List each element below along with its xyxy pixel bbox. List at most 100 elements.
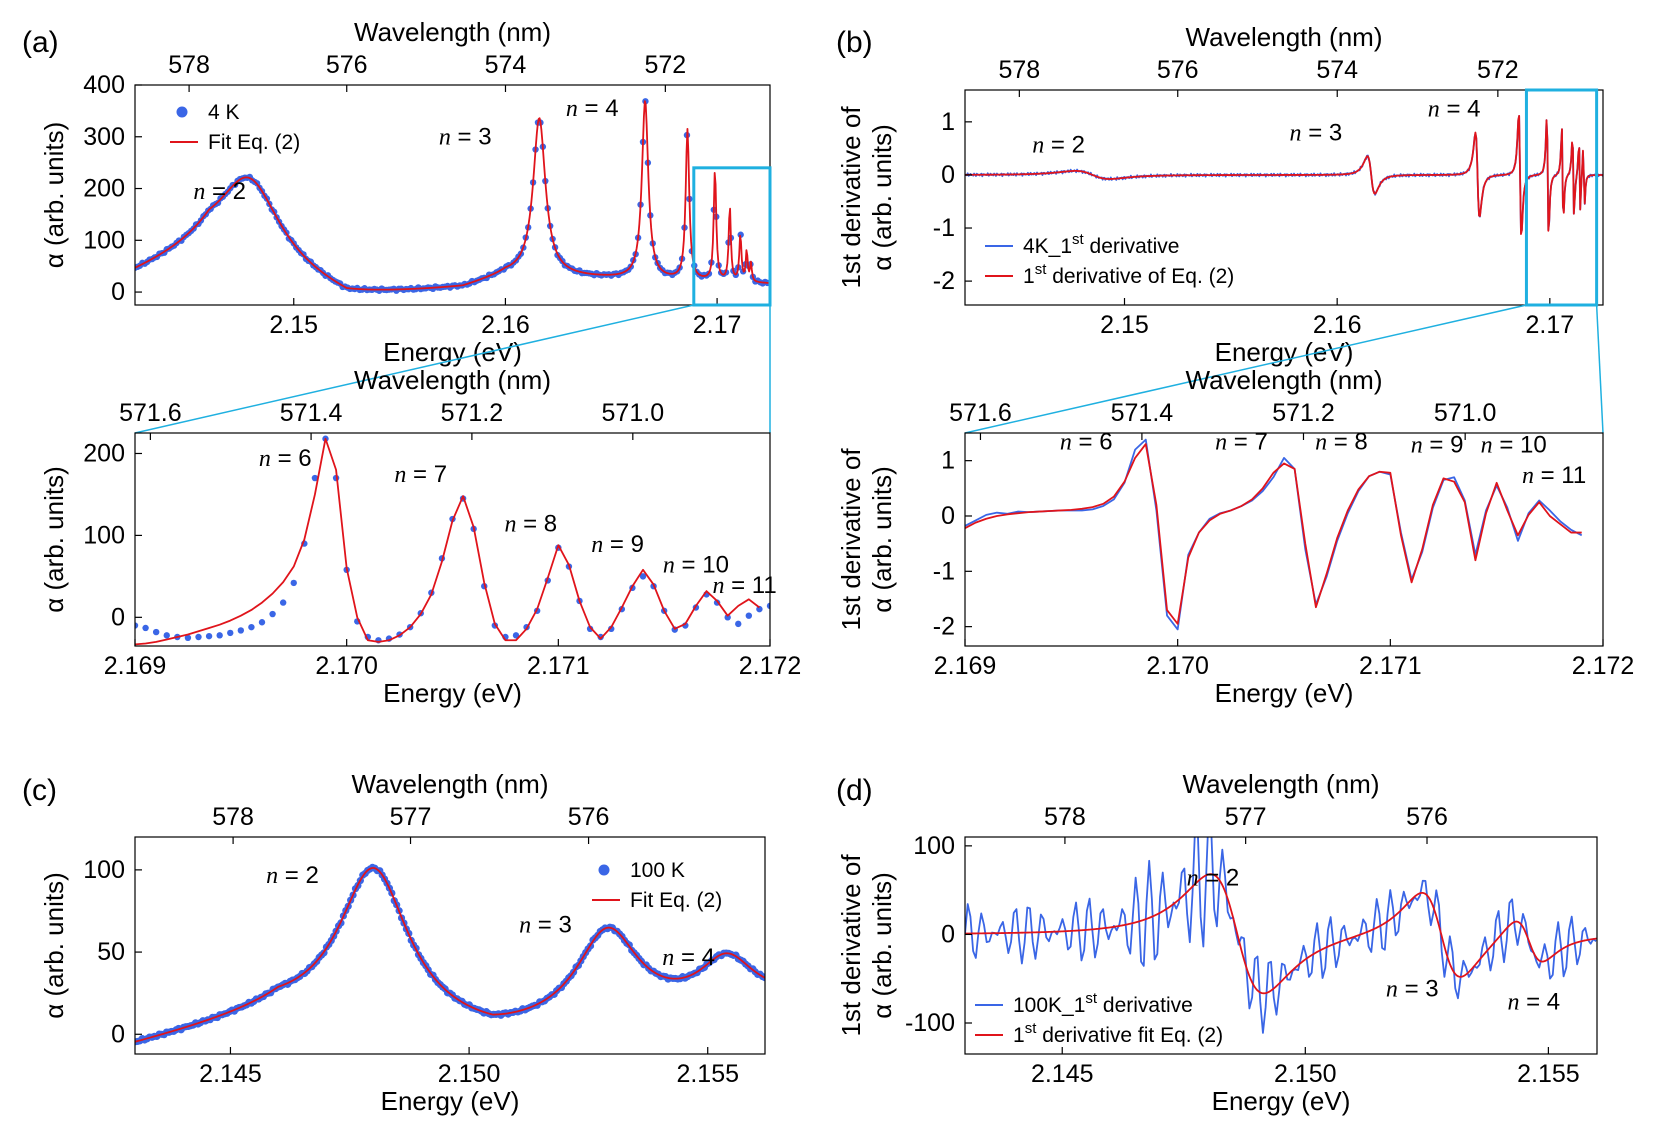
- series-b_bottom-line-1: [965, 443, 1582, 625]
- peak-annotation: n = 10: [1481, 431, 1547, 458]
- y-tick-label: 100: [83, 226, 125, 254]
- x-tick-label: 2.171: [527, 652, 590, 680]
- peak-annotation: n = 3: [439, 124, 492, 151]
- legend-marker-points: [176, 106, 188, 118]
- data-point: [152, 628, 160, 636]
- annotation-value: = 7: [1227, 429, 1268, 456]
- panel-letter-c: (c): [22, 774, 57, 807]
- x-tick-label: 2.145: [199, 1060, 262, 1088]
- data-point: [195, 633, 202, 641]
- y-tick-label: -1: [933, 214, 955, 242]
- top-tick-label: 571.2: [441, 399, 504, 427]
- legend-label-base: 100K_1: [1013, 994, 1085, 1017]
- y-tick-label: -2: [933, 267, 955, 295]
- annotation-n: n: [1507, 990, 1519, 1016]
- chart-d: 2.145 2.150 2.155 -100 0 100 578 577 576 Energy (…: [836, 769, 1598, 1116]
- legend-label-sup: st: [1085, 990, 1098, 1007]
- y-tick-label: 0: [111, 603, 125, 631]
- annotation-n: n: [1411, 432, 1423, 458]
- top-tick-label: 578: [212, 803, 254, 831]
- annotation-n: n: [266, 863, 278, 889]
- x-tick-label: 2.150: [438, 1060, 501, 1088]
- chart-a_top: 2.15 2.16 2.17 0 100 200 300 400 578 576 574 572 Ene…: [39, 17, 772, 434]
- x-tick-label: 2.17: [693, 311, 742, 339]
- annotation-value: = 6: [1072, 429, 1113, 456]
- peak-annotation: n = 7: [394, 461, 447, 488]
- annotation-n: n: [566, 96, 578, 122]
- plot-frame: [964, 89, 1604, 306]
- y-tick-label: 400: [83, 71, 125, 99]
- data-point: [745, 612, 753, 619]
- top-tick-label: 576: [326, 51, 368, 79]
- annotation-value: = 9: [603, 531, 644, 558]
- y-tick-label: 100: [83, 856, 125, 884]
- x-tick-label: 2.16: [481, 311, 530, 339]
- zoom-box: [692, 166, 772, 307]
- y-tick-label: -100: [905, 1009, 955, 1037]
- y-tick-label: -2: [933, 613, 955, 641]
- annotation-n: n: [519, 912, 531, 938]
- legend-label: Fit Eq. (2): [208, 131, 300, 154]
- annotation-value: = 4: [1440, 96, 1481, 123]
- x-tick-label: 2.172: [1572, 652, 1635, 680]
- legend-label: 100K_1st derivative: [1013, 990, 1193, 1017]
- top-tick-label: 571.0: [1434, 399, 1497, 427]
- top-axis-label: Wavelength (nm): [1183, 769, 1380, 799]
- y-tick-label: -1: [933, 557, 955, 585]
- annotation-n: n: [662, 945, 674, 971]
- y-axis-label: α (arb. units): [39, 122, 69, 269]
- y-tick-label: 0: [941, 161, 955, 189]
- annotation-n: n: [1187, 866, 1199, 892]
- annotation-value: = 6: [271, 445, 312, 472]
- legend-label: Fit Eq. (2): [630, 889, 722, 912]
- chart-c: 2.145 2.150 2.155 0 50 100 578 577 576 Energy (eV…: [39, 769, 766, 1116]
- top-tick-label: 577: [390, 803, 432, 831]
- peak-annotation: n = 11: [1522, 462, 1586, 489]
- legend-label-tail: derivative fit Eq. (2): [1036, 1024, 1223, 1047]
- data-point: [311, 474, 319, 482]
- annotation-n: n: [504, 511, 516, 537]
- y-tick-label: 200: [83, 175, 125, 203]
- x-tick-label: 2.172: [739, 652, 802, 680]
- y-tick-label: 0: [111, 1020, 125, 1048]
- x-tick-label: 2.171: [1359, 652, 1422, 680]
- x-tick-label: 2.16: [1313, 311, 1362, 339]
- legend-label-base: 4K_1: [1023, 235, 1072, 258]
- x-tick-label: 2.155: [1517, 1060, 1580, 1088]
- data-point: [639, 573, 647, 580]
- annotation-value: = 2: [1199, 865, 1240, 892]
- series-c-points: [135, 863, 765, 1046]
- data-point: [237, 627, 245, 634]
- legend-label-tail: derivative of Eq. (2): [1046, 265, 1234, 288]
- plot-area-a_top: [135, 98, 770, 294]
- data-point: [227, 629, 234, 637]
- annotation-n: n: [1522, 463, 1534, 489]
- y-tick-label: 1: [941, 447, 955, 475]
- y-tick-label: 0: [941, 920, 955, 948]
- top-tick-label: 576: [1406, 803, 1448, 831]
- annotation-n: n: [1481, 432, 1493, 458]
- peak-annotation: n = 6: [259, 445, 312, 472]
- zoom-connector-left: [134, 304, 694, 434]
- top-tick-label: 572: [1477, 56, 1519, 84]
- series-a_top-line-1: [135, 100, 770, 291]
- top-tick-label: 577: [1225, 803, 1267, 831]
- annotation-value: = 3: [1302, 119, 1343, 146]
- y-axis-label: 1st derivative of: [836, 448, 866, 631]
- top-tick-label: 571.6: [949, 399, 1012, 427]
- annotation-n: n: [394, 462, 406, 488]
- annotation-n: n: [663, 552, 675, 578]
- top-axis-label: Wavelength (nm): [1186, 365, 1383, 395]
- x-tick-label: 2.145: [1031, 1060, 1094, 1088]
- y-tick-label: 1: [941, 108, 955, 136]
- annotation-n: n: [1215, 430, 1227, 456]
- x-tick-label: 2.15: [269, 311, 318, 339]
- plot-area-a_bottom: [135, 435, 770, 646]
- series-a_bottom-line-1: [135, 437, 760, 646]
- peak-annotation: n = 11: [712, 572, 776, 599]
- top-tick-label: 574: [1316, 56, 1358, 84]
- chart-b_bottom: 2.169 2.170 2.171 2.172 -2 -1 0 1 571.6 571.4 571.…: [836, 365, 1634, 708]
- peak-annotation: n = 2: [1032, 132, 1085, 159]
- annotation-value: = 3: [1398, 975, 1439, 1002]
